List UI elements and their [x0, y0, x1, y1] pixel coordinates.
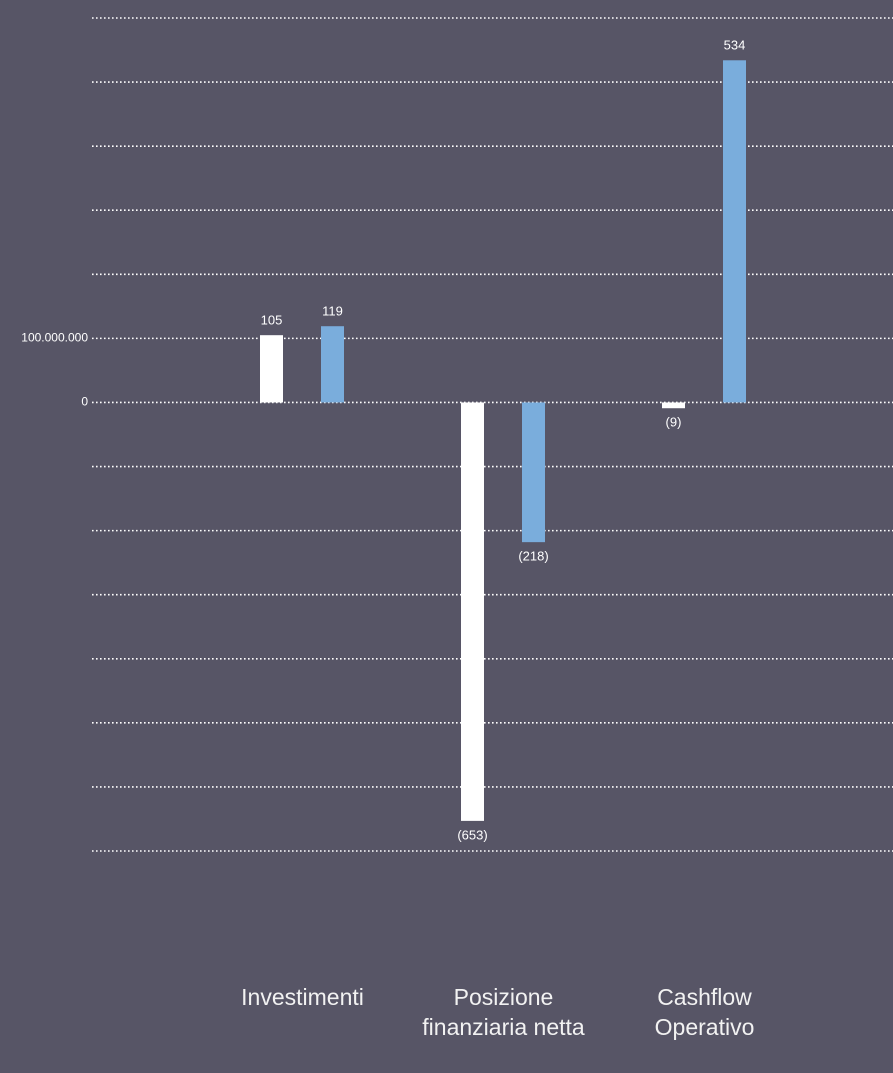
bar	[723, 60, 746, 403]
bar	[522, 402, 545, 543]
value-label: (9)	[666, 415, 682, 430]
bar	[662, 402, 685, 409]
bar	[260, 335, 283, 403]
x-tick-label: Investimenti	[241, 984, 364, 1010]
value-label: (653)	[457, 827, 487, 842]
y-tick-label: 0	[81, 395, 88, 409]
bar	[321, 326, 344, 403]
y-tick-label: 100.000.000	[21, 331, 88, 345]
value-label: 119	[322, 304, 343, 319]
x-tick-label: Posizione finanziaria netta	[422, 984, 585, 1040]
value-label: 534	[724, 38, 746, 53]
bar	[461, 402, 484, 821]
x-tick-label: Cashflow Operativo	[654, 984, 755, 1040]
value-label: 105	[261, 313, 283, 328]
value-label: (218)	[518, 549, 548, 564]
